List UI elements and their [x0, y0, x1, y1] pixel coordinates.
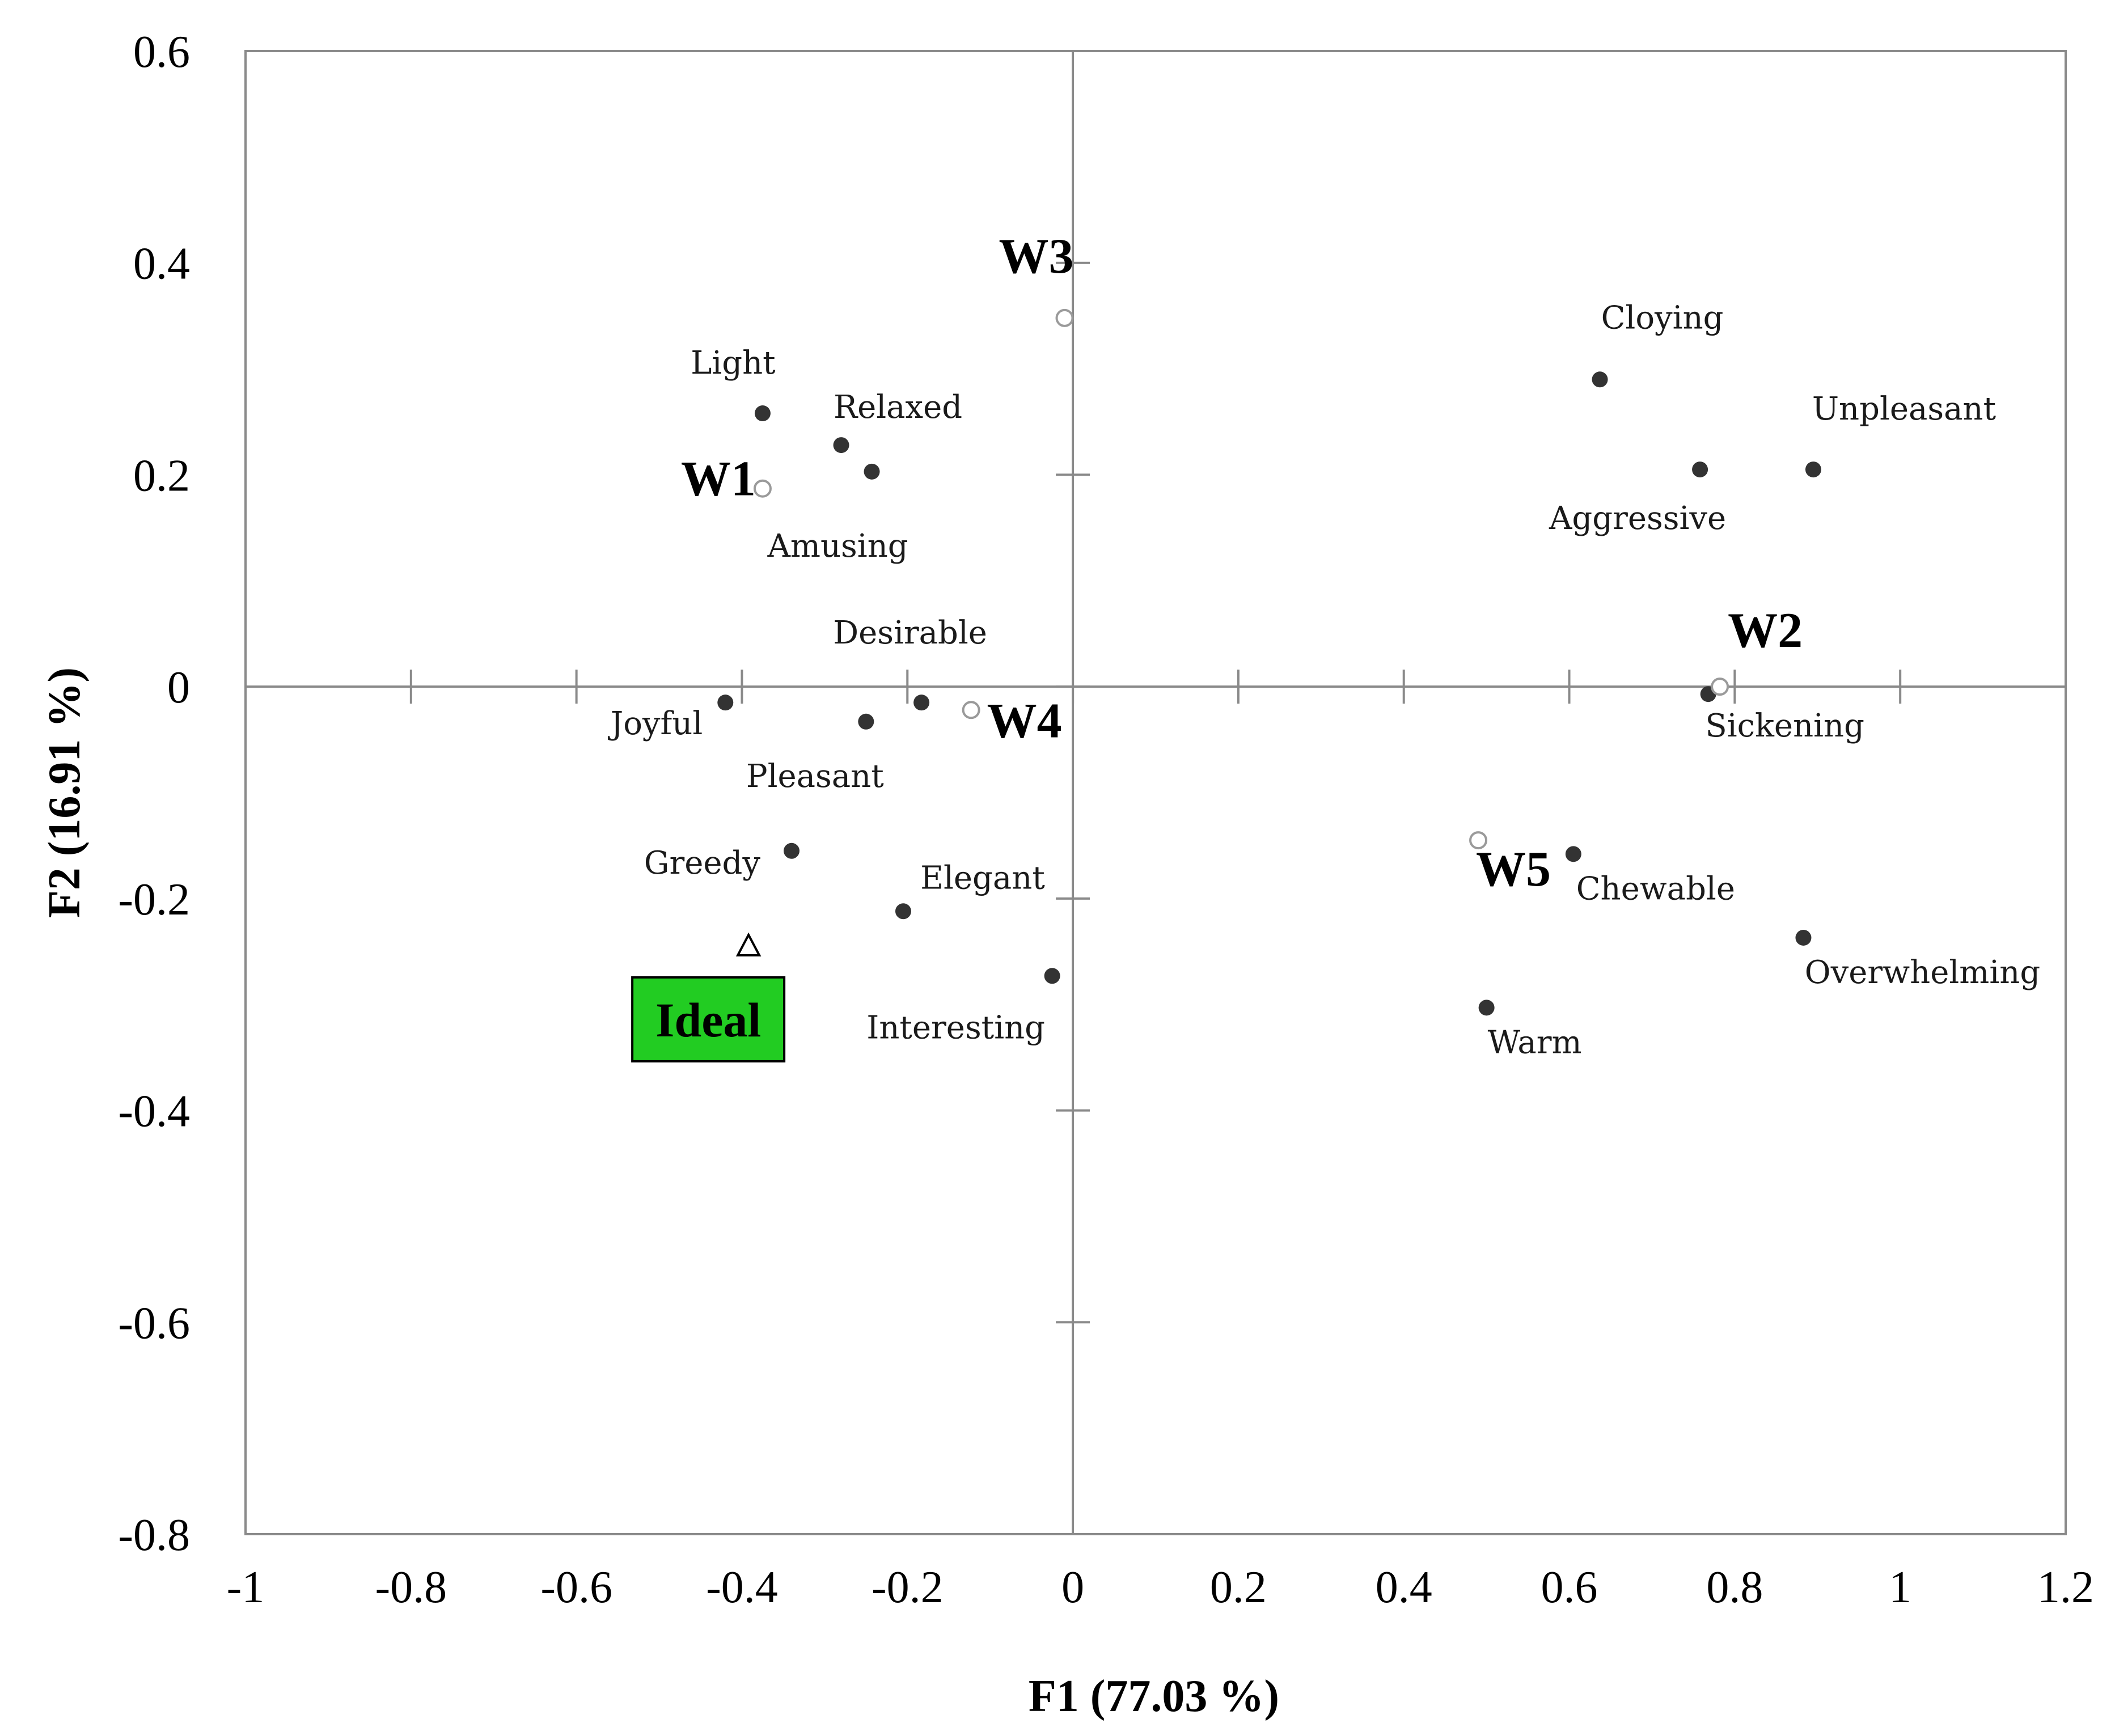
y-tick-label: 0.6 [133, 27, 190, 77]
tick-labels: -1 -0.8 -0.6 -0.4 -0.2 0 0.2 0.4 0.6 0.8 1 1.2 0.6 0.… [118, 27, 2094, 1612]
label-cloying: Cloying [1601, 299, 1724, 336]
point-pleasant [858, 713, 874, 730]
x-tick-label: 1.2 [2037, 1563, 2094, 1612]
point-w3 [1055, 308, 1074, 327]
point-light [754, 405, 771, 422]
label-w3: W3 [999, 229, 1074, 284]
point-desirable [913, 695, 930, 711]
label-elegant: Elegant [920, 859, 1045, 896]
point-w5 [1469, 831, 1488, 850]
plot-area [244, 50, 2067, 1535]
x-tick-label: -0.6 [540, 1563, 612, 1612]
label-overwhelming: Overwhelming [1805, 954, 2040, 991]
y-axis-title: F2 (16.91 %) [40, 667, 90, 918]
label-greedy: Greedy [644, 845, 761, 882]
point-chewable [1565, 846, 1581, 862]
x-tick-label: 1 [1889, 1563, 1911, 1612]
x-tick-label: -0.4 [706, 1563, 778, 1612]
label-interesting: Interesting [866, 1009, 1045, 1046]
x-tick-label: -0.2 [872, 1563, 944, 1612]
label-relaxed: Relaxed [834, 389, 962, 426]
label-sickening: Sickening [1705, 708, 1864, 744]
x-tick-label: 0.2 [1210, 1563, 1267, 1612]
data-marks [717, 308, 1821, 1016]
label-amusing: Amusing [767, 528, 908, 565]
axes [244, 50, 2067, 1535]
label-aggressive: Aggressive [1549, 500, 1726, 537]
label-w5: W5 [1476, 842, 1551, 897]
label-warm: Warm [1488, 1024, 1582, 1061]
ideal-box [631, 976, 786, 1062]
point-aggressive [1692, 461, 1708, 478]
point-amusing [864, 463, 880, 480]
label-ideal: Ideal [655, 993, 761, 1047]
label-joyful: Joyful [608, 705, 703, 742]
point-overwhelming [1795, 929, 1812, 946]
x-tick-label: 0.8 [1706, 1563, 1763, 1612]
x-tick-label: 0 [1061, 1563, 1084, 1612]
point-unpleasant [1805, 461, 1821, 478]
data-labels: Light Relaxed Amusing Desirable Joyful Pleasa… [608, 229, 2040, 1062]
point-cloying [1592, 371, 1608, 388]
label-chewable: Chewable [1576, 870, 1735, 907]
point-w4 [962, 701, 980, 719]
y-tick-label: -0.8 [118, 1510, 190, 1560]
point-interesting [1044, 968, 1060, 984]
y-tick-label: 0 [167, 663, 190, 713]
point-joyful [717, 695, 734, 711]
point-warm [1478, 1000, 1495, 1016]
x-tick-label: 0.4 [1376, 1563, 1432, 1612]
y-tick-label: 0.2 [133, 451, 190, 501]
x-tick-label: 0.6 [1541, 1563, 1598, 1612]
point-ideal [735, 932, 762, 956]
y-tick-label: -0.4 [118, 1087, 190, 1137]
label-desirable: Desirable [833, 615, 987, 651]
point-w1 [753, 479, 772, 498]
label-w1: W1 [681, 452, 756, 507]
point-elegant [895, 903, 911, 920]
point-relaxed [833, 437, 849, 454]
label-w2: W2 [1728, 603, 1803, 658]
x-tick-label: -1 [227, 1563, 265, 1612]
label-light: Light [691, 345, 776, 382]
y-tick-label: 0.4 [133, 239, 190, 289]
point-greedy [784, 842, 800, 859]
label-pleasant: Pleasant [746, 758, 884, 795]
x-axis-title: F1 (77.03 %) [1029, 1671, 1279, 1721]
label-unpleasant: Unpleasant [1812, 391, 1996, 427]
y-tick-label: -0.6 [118, 1298, 190, 1348]
label-w4: W4 [987, 693, 1062, 748]
y-tick-label: -0.2 [118, 875, 190, 925]
point-w2 [1711, 678, 1729, 696]
x-tick-label: -0.8 [375, 1563, 447, 1612]
